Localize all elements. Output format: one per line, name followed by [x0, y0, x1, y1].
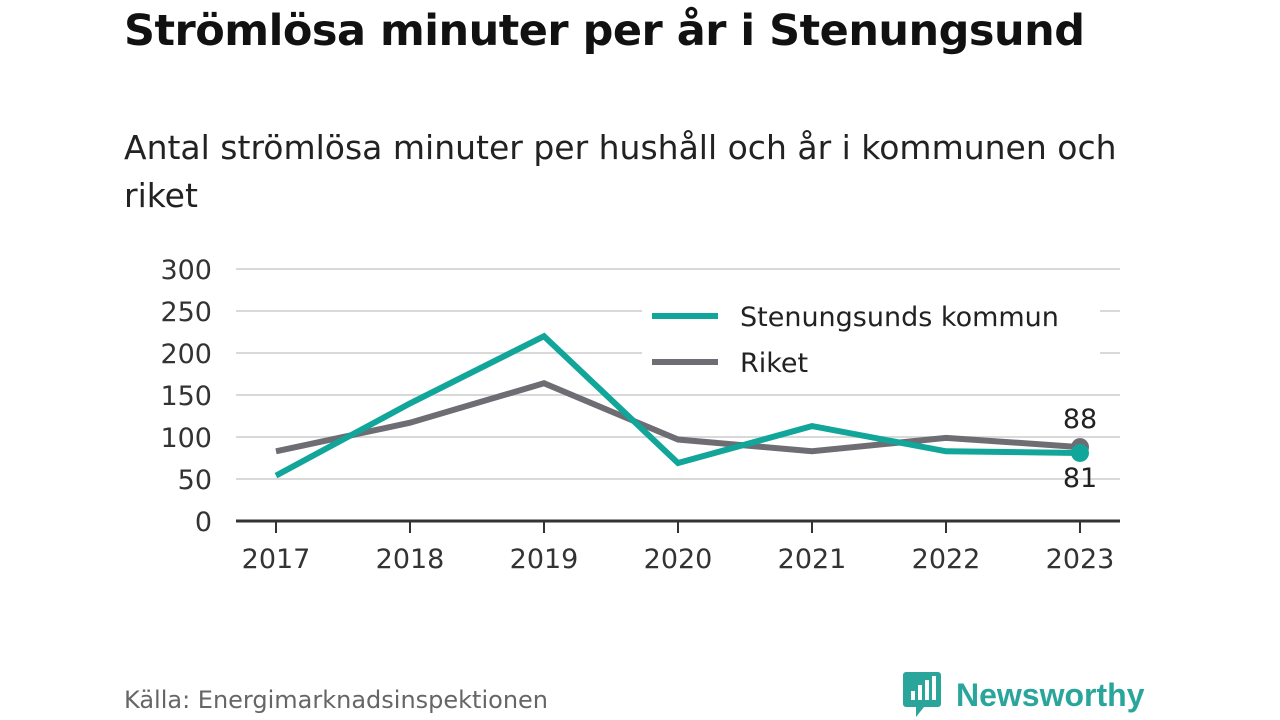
x-tick-label: 2017	[242, 544, 311, 575]
series-line-riket	[275, 380, 1081, 455]
chart-subtitle: Antal strömlösa minuter per hushåll och …	[124, 128, 1117, 215]
x-tick-label: 2018	[376, 544, 445, 575]
legend-label: Riket	[740, 348, 808, 379]
y-tick-label: 0	[195, 507, 212, 538]
x-tick-label: 2022	[912, 544, 981, 575]
series-line-stenungsund	[274, 332, 1081, 479]
legend-background	[642, 290, 1100, 390]
y-tick-label: 100	[160, 423, 212, 454]
brand-name: Newsworthy	[956, 676, 1145, 713]
newsworthy-logo-icon	[903, 672, 941, 717]
y-tick-label: 50	[178, 465, 212, 496]
brand: Newsworthy	[902, 670, 1144, 720]
x-tick-label: 2023	[1046, 544, 1115, 575]
chart-title: Strömlösa minuter per år i Stenungsund	[124, 6, 1085, 56]
x-tick-label: 2021	[778, 544, 847, 575]
data-label-stenungsund-end: 81	[1063, 463, 1097, 494]
series-end-point-stenungsund	[1071, 443, 1089, 462]
y-tick-label: 150	[160, 381, 212, 412]
x-tick-label: 2020	[644, 544, 713, 575]
y-tick-label: 300	[160, 255, 212, 286]
legend-label: Stenungsunds kommun	[740, 302, 1059, 333]
y-tick-label: 250	[160, 297, 212, 328]
data-label-riket-end: 88	[1063, 404, 1097, 435]
source-note: Källa: Energimarknadsinspektionen	[124, 686, 549, 714]
x-tick-label: 2019	[510, 544, 579, 575]
y-tick-label: 200	[160, 339, 212, 370]
